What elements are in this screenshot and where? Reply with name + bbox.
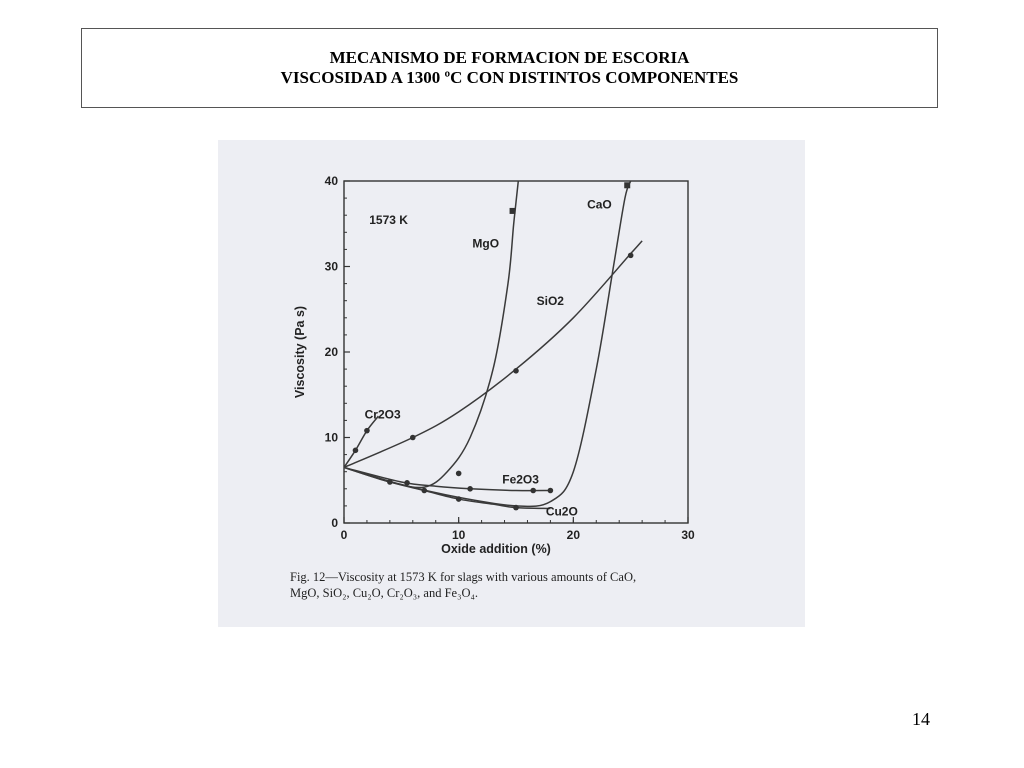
curve-label: SiO2 bbox=[537, 294, 565, 308]
data-point-cao bbox=[624, 182, 631, 189]
slide-title-line-1: MECANISMO DE FORMACION DE ESCORIA bbox=[329, 48, 690, 67]
series-line-cao bbox=[343, 180, 632, 508]
slide-title-box: MECANISMO DE FORMACION DE ESCORIA VISCOS… bbox=[81, 28, 938, 108]
y-tick-label: 10 bbox=[325, 431, 339, 445]
data-point-fe2o3 bbox=[530, 487, 536, 494]
x-tick-label: 10 bbox=[452, 528, 466, 542]
data-point-fe2o3 bbox=[404, 480, 410, 486]
curve-label: Cr2O3 bbox=[365, 408, 401, 422]
data-point-mgo bbox=[509, 207, 516, 214]
slide-title-line-2: VISCOSIDAD A 1300 ºC CON DISTINTOS COMPO… bbox=[280, 68, 739, 87]
y-tick-label: 30 bbox=[325, 260, 339, 274]
x-axis-label: Oxide addition (%) bbox=[441, 542, 551, 556]
data-point-cu2o bbox=[455, 496, 462, 502]
data-point-cu2o bbox=[421, 487, 428, 494]
x-tick-label: 30 bbox=[681, 528, 695, 542]
data-point-fe2o3 bbox=[467, 486, 473, 492]
page-number: 14 bbox=[912, 709, 930, 729]
data-point-cu2o bbox=[513, 504, 519, 511]
figure-image: 0 10 20 30 0 10 20 30 40 Oxide addition (%) Viscos… bbox=[218, 140, 805, 627]
data-point-cr2o3 bbox=[364, 427, 370, 434]
x-tick-label: 0 bbox=[341, 528, 348, 542]
curve-label: Fe2O3 bbox=[502, 473, 539, 487]
data-point-sio2 bbox=[627, 252, 634, 259]
data-point-cr2o3 bbox=[352, 447, 359, 454]
data-point-sio2 bbox=[410, 434, 416, 441]
caption-line-1: Fig. 12—Viscosity at 1573 K for slags wi… bbox=[290, 570, 637, 584]
series-line-sio2 bbox=[343, 240, 643, 469]
y-tick-label: 40 bbox=[325, 174, 339, 188]
data-point-mgo bbox=[455, 470, 462, 477]
series-line-mgo bbox=[343, 180, 520, 489]
curve-label: MgO bbox=[472, 237, 499, 251]
figure-caption: Fig. 12—Viscosity at 1573 K for slags wi… bbox=[290, 569, 790, 601]
y-axis-label: Viscosity (Pa s) bbox=[293, 306, 307, 398]
y-tick-label: 20 bbox=[325, 345, 339, 359]
viscosity-chart: 0 10 20 30 0 10 20 30 40 Oxide addition (%) Viscos… bbox=[293, 174, 695, 556]
series-line-fe2o3 bbox=[343, 466, 551, 492]
data-point-sio2 bbox=[513, 368, 519, 374]
data-point-fe2o3 bbox=[547, 487, 554, 494]
curve-label: Cu2O bbox=[546, 504, 578, 518]
curve-label: 1573 K bbox=[369, 213, 408, 227]
data-point-cu2o bbox=[387, 479, 393, 485]
curve-label: CaO bbox=[587, 197, 612, 211]
y-tick-label: 0 bbox=[331, 516, 338, 530]
x-tick-label: 20 bbox=[567, 528, 581, 542]
series-line-cr2o3 bbox=[343, 415, 379, 468]
caption-line-2: MgO, SiO₂, Cu₂O, Cr₂O₃, and Fe₃O₄. bbox=[290, 586, 478, 600]
